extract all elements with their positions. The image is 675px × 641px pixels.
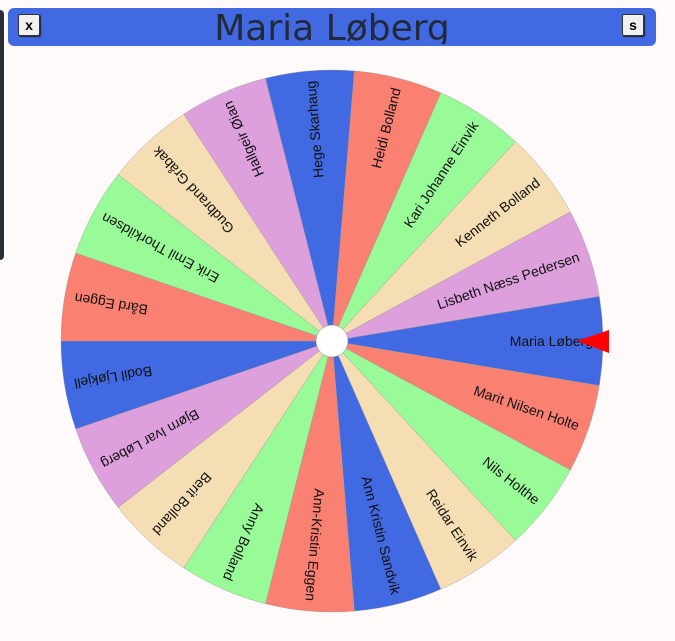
wheel-hub[interactable] — [315, 324, 349, 358]
pointer-icon — [577, 330, 609, 353]
winner-title: Maria Løberg — [214, 8, 450, 44]
segment-label: Maria Løberg — [510, 333, 593, 349]
close-button[interactable]: x — [18, 14, 40, 36]
wheel-segment[interactable] — [331, 340, 516, 590]
background-window-edge — [0, 10, 4, 260]
s-button[interactable]: s — [622, 14, 644, 36]
header-bar: x Maria Løberg s — [8, 8, 656, 46]
